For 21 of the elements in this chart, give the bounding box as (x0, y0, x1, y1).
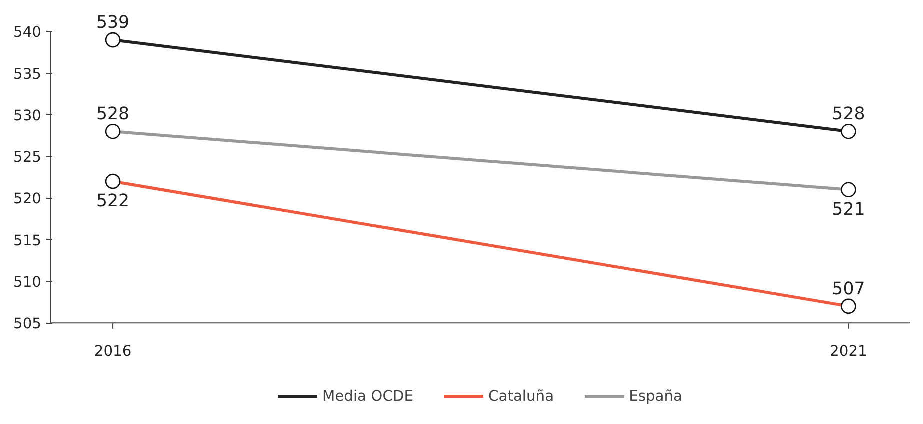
legend-label: España (629, 388, 683, 404)
point (841, 124, 856, 140)
legend-label: Media OCDE (322, 388, 414, 404)
data-label: 528 (96, 104, 130, 125)
y-tick-label: 515 (14, 232, 42, 250)
data-label: 528 (832, 104, 866, 125)
y-tick-label: 505 (14, 316, 42, 333)
data-label: 507 (832, 279, 866, 300)
y-tick-label: 540 (14, 24, 42, 42)
y-tick-label: 510 (14, 274, 42, 291)
point (105, 32, 121, 48)
legend-label: Cataluña (488, 388, 554, 404)
x-tick-label: 2021 (830, 343, 868, 360)
data-label: 539 (96, 13, 130, 34)
y-tick-label: 530 (14, 107, 42, 124)
y-tick-label: 525 (14, 149, 42, 166)
data-label: 522 (96, 192, 130, 212)
x-tick-label: 2016 (94, 343, 132, 360)
y-tick-label: 520 (14, 190, 42, 208)
y-tick-label: 535 (14, 66, 42, 83)
data-label: 521 (832, 200, 866, 220)
